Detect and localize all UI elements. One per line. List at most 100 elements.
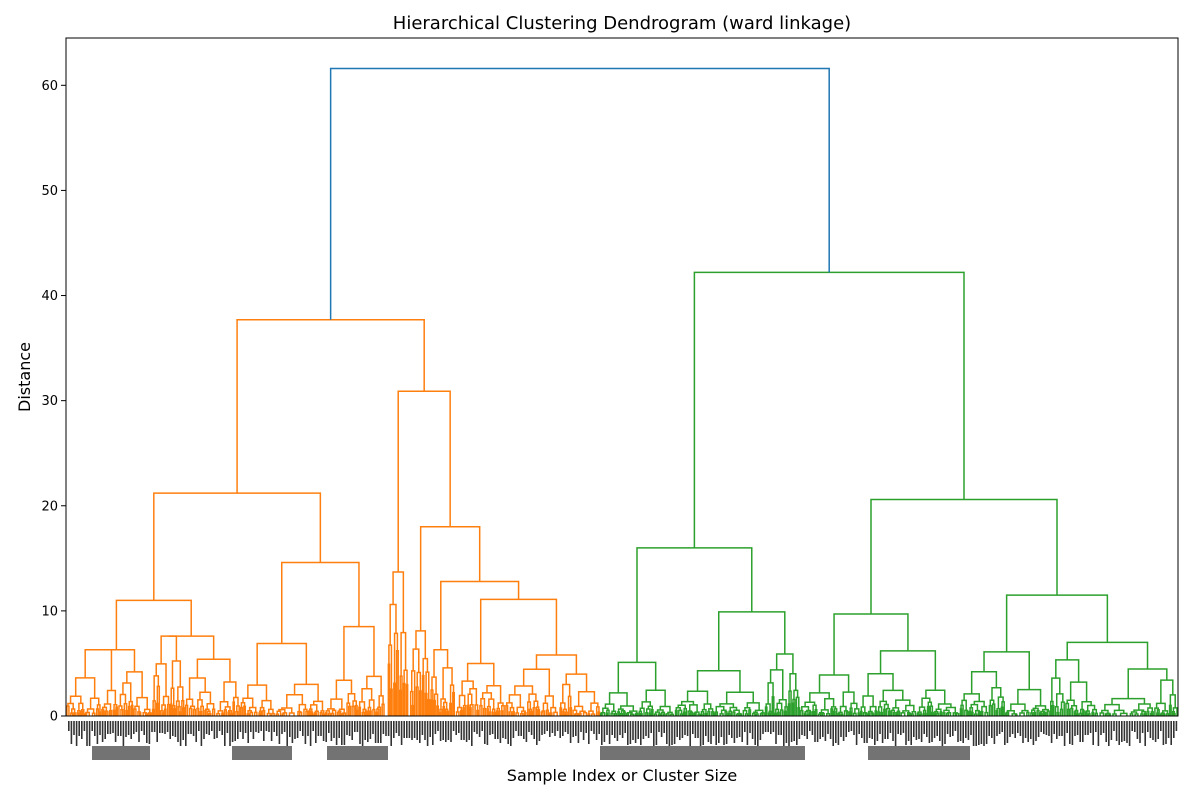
leaf-label-mark <box>250 721 252 732</box>
leaf-label-mark <box>208 721 210 735</box>
leaf-label-block-4 <box>868 746 970 760</box>
leaf-label-mark <box>1027 721 1029 742</box>
link-410 <box>735 713 740 716</box>
link-524 <box>867 673 894 696</box>
link-171 <box>355 709 359 716</box>
leaf-label-mark <box>195 721 197 742</box>
leaf-label-mark <box>1136 721 1139 739</box>
link-468 <box>818 711 824 715</box>
link-489 <box>842 691 855 707</box>
leaf-label-mark <box>1087 721 1089 735</box>
leaf-label-mark <box>546 721 548 731</box>
leaf-label-mark <box>637 721 639 739</box>
leaf-label-mark <box>837 721 840 745</box>
leaf-label-mark <box>967 721 970 740</box>
leaf-label-mark <box>668 721 671 746</box>
leaf-label-mark <box>504 721 507 739</box>
link-491 <box>859 710 863 716</box>
link-605 <box>1056 711 1060 716</box>
leaf-label-mark <box>351 721 353 740</box>
link-124 <box>259 706 265 712</box>
leaf-label-mark <box>445 721 447 742</box>
leaf-label-mark <box>879 721 881 734</box>
link-424 <box>760 712 765 716</box>
leaf-label-mark <box>580 721 582 732</box>
leaf-label-mark <box>754 721 756 745</box>
leaf-label-mark <box>395 721 398 733</box>
link-344 <box>623 711 626 716</box>
leaf-label-mark <box>848 721 850 732</box>
link-449 <box>795 696 800 716</box>
leaf-label-mark <box>577 721 580 743</box>
leaf-label-mark <box>616 721 619 741</box>
link-159 <box>330 712 335 716</box>
leaf-label-mark <box>515 721 517 731</box>
leaf-label-mark <box>710 721 712 744</box>
leaf-label-mark <box>614 721 616 738</box>
leaf-label-mark <box>1061 721 1063 736</box>
leaf-label-mark <box>569 721 572 743</box>
link-168 <box>348 705 352 716</box>
leaf-label-mark <box>757 721 759 746</box>
leaf-label-mark <box>1102 721 1105 733</box>
leaf-label-mark <box>801 721 803 735</box>
leaf-label-mark <box>481 721 483 731</box>
leaf-label-mark <box>541 721 543 735</box>
leaf-label-mark <box>905 721 907 745</box>
link-495 <box>867 712 871 716</box>
leaf-label-mark <box>1024 721 1027 738</box>
link-208 <box>400 631 407 677</box>
link-210 <box>411 704 415 716</box>
leaf-label-mark <box>468 721 470 740</box>
link-634 <box>1108 713 1112 716</box>
link-151 <box>322 713 326 716</box>
link-284 <box>529 710 533 716</box>
link-581 <box>1005 711 1010 716</box>
link-643 <box>1130 711 1138 714</box>
leaf-label-mark <box>575 721 577 736</box>
link-623 <box>1087 713 1091 716</box>
leaf-label-mark <box>676 721 678 737</box>
link-144 <box>310 711 314 716</box>
link-531 <box>926 705 930 716</box>
leaf-label-mark <box>790 721 793 742</box>
link-553 <box>959 708 963 716</box>
leaf-label-mark <box>263 721 265 741</box>
leaf-label-mark <box>497 721 499 739</box>
leaf-label-mark <box>598 721 600 734</box>
leaf-label-mark <box>117 721 119 736</box>
link-86 <box>197 699 203 709</box>
link-70 <box>178 711 182 716</box>
leaf-label-mark <box>317 721 320 736</box>
leaf-label-mark <box>655 721 658 745</box>
leaf-label-mark <box>1043 721 1045 734</box>
link-40 <box>122 682 132 702</box>
link-34 <box>125 709 129 716</box>
leaf-label-mark <box>829 721 832 739</box>
leaf-label-mark <box>1141 721 1144 733</box>
leaf-label-mark <box>562 721 564 736</box>
link-474 <box>830 706 837 710</box>
leaf-label-mark <box>554 721 556 736</box>
link-45 <box>144 713 148 716</box>
leaf-label-mark <box>840 721 842 737</box>
link-84 <box>199 710 203 716</box>
link-393 <box>700 711 705 716</box>
leaf-label-mark <box>164 721 166 734</box>
link-88 <box>208 713 212 716</box>
leaf-label-mark <box>611 721 613 735</box>
link-476 <box>809 692 830 703</box>
link-200 <box>395 649 399 716</box>
link-363 <box>641 701 652 709</box>
leaf-label-mark <box>551 721 554 733</box>
leaf-label-mark <box>1108 721 1110 746</box>
link-282 <box>516 706 525 713</box>
link-586 <box>1026 711 1030 716</box>
leaf-label-mark <box>975 721 977 746</box>
leaf-label-mark <box>330 721 333 741</box>
link-492 <box>864 713 868 716</box>
link-267 <box>500 710 504 716</box>
leaf-label-block-0 <box>92 746 150 760</box>
link-259 <box>488 711 492 716</box>
link-182 <box>369 710 372 716</box>
